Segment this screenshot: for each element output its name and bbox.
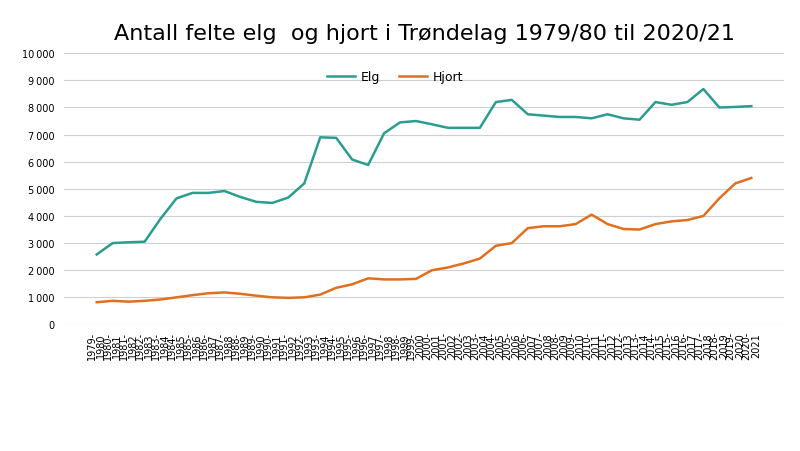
Elg [140,239,150,245]
Elg [204,191,214,196]
Hjort [124,299,134,305]
Elg [714,106,724,111]
Hjort [475,256,485,262]
Hjort [746,176,756,181]
Elg [666,103,676,108]
Hjort [172,295,182,300]
Elg [682,100,692,106]
Elg [236,195,246,200]
Hjort [555,224,565,230]
Elg [156,216,166,222]
Hjort [682,218,692,223]
Hjort [379,277,389,282]
Hjort [92,300,102,305]
Hjort [347,282,357,287]
Elg [92,252,102,258]
Hjort [459,261,469,267]
Elg [331,136,341,141]
Hjort [539,224,549,230]
Hjort [443,265,453,271]
Elg [347,157,357,163]
Elg [618,116,628,122]
Hjort [618,227,628,232]
Elg [634,118,644,123]
Elg [475,126,485,131]
Elg [379,131,389,137]
Hjort [236,291,246,297]
Hjort [523,226,533,231]
Hjort [491,244,501,249]
Legend: Elg, Hjort: Elg, Hjort [322,66,468,89]
Elg [539,114,549,119]
Elg [507,98,517,103]
Elg [220,189,230,194]
Elg [459,126,469,131]
Title: Antall felte elg  og hjort i Trøndelag 1979/80 til 2020/21: Antall felte elg og hjort i Trøndelag 19… [114,24,734,44]
Elg [188,191,198,196]
Elg [283,195,293,201]
Hjort [666,219,676,225]
Elg [571,115,581,120]
Hjort [220,290,230,295]
Line: Elg: Elg [97,90,751,255]
Hjort [108,299,118,304]
Hjort [204,291,214,296]
Elg [395,120,405,126]
Elg [650,100,660,106]
Hjort [267,295,277,300]
Hjort [602,222,612,227]
Hjort [315,292,325,298]
Elg [587,116,597,122]
Elg [299,181,309,187]
Hjort [331,285,341,291]
Elg [602,112,612,118]
Hjort [698,214,708,219]
Elg [555,115,565,120]
Elg [746,104,756,110]
Elg [523,112,533,118]
Elg [411,119,421,124]
Hjort [634,227,644,233]
Line: Hjort: Hjort [97,179,751,303]
Hjort [587,212,597,218]
Hjort [730,181,740,187]
Hjort [427,268,437,273]
Hjort [299,295,309,300]
Elg [363,163,373,168]
Hjort [283,295,293,301]
Elg [427,122,437,128]
Hjort [507,241,517,246]
Hjort [395,277,405,282]
Elg [267,201,277,206]
Hjort [363,276,373,281]
Elg [698,87,708,92]
Elg [108,241,118,246]
Hjort [571,222,581,227]
Elg [730,105,740,110]
Hjort [411,276,421,282]
Elg [443,126,453,131]
Hjort [251,293,261,299]
Hjort [156,297,166,303]
Elg [172,196,182,202]
Elg [491,100,501,106]
Elg [251,200,261,205]
Hjort [650,222,660,227]
Elg [124,240,134,245]
Elg [315,135,325,141]
Hjort [140,299,150,304]
Hjort [188,293,198,298]
Hjort [714,196,724,202]
